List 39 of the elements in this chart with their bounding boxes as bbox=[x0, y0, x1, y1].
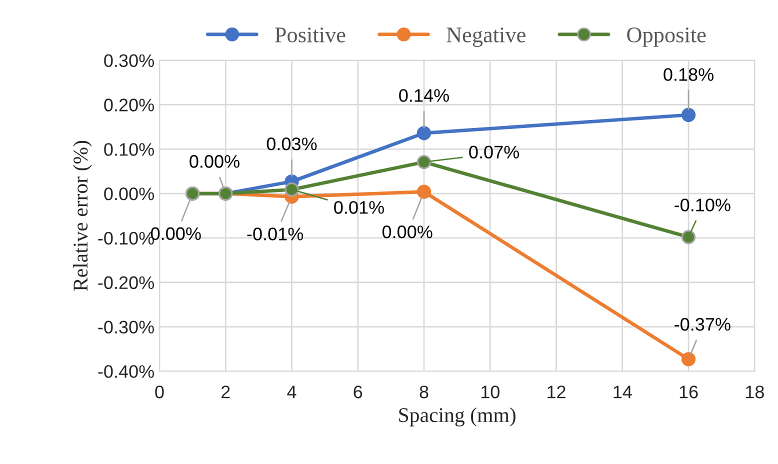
data-label: 0.07% bbox=[469, 146, 520, 159]
point bbox=[681, 352, 696, 366]
data-label: 0.18% bbox=[664, 68, 714, 81]
data-label: -0.37% bbox=[674, 318, 730, 331]
y-tick-label: -0.20% bbox=[98, 276, 154, 290]
y-tick-label: 0.20% bbox=[104, 98, 154, 112]
data-label: 0.00% bbox=[382, 226, 432, 238]
y-tick-label: -0.30% bbox=[98, 320, 154, 334]
legend-label: Negative bbox=[446, 27, 526, 47]
x-tick-label: 14 bbox=[614, 386, 632, 398]
x-axis-title: Spacing (mm) bbox=[399, 407, 516, 426]
data-label: 0.03% bbox=[266, 138, 317, 150]
legend-label: Opposite bbox=[627, 27, 706, 47]
y-axis-title: Relative error (%) bbox=[72, 140, 92, 291]
x-tick-label: 6 bbox=[354, 386, 362, 398]
point bbox=[681, 230, 696, 244]
y-tick-label: -0.40% bbox=[98, 365, 154, 378]
x-tick-label: 10 bbox=[481, 386, 500, 398]
y-tick-label: 0.10% bbox=[104, 143, 154, 156]
x-tick-label: 0 bbox=[155, 386, 164, 398]
data-label: 0.01% bbox=[334, 201, 384, 214]
x-tick-label: 18 bbox=[746, 386, 764, 398]
data-label: -0.10% bbox=[674, 198, 730, 212]
y-tick-label: 0.00% bbox=[104, 187, 154, 200]
point bbox=[416, 126, 432, 140]
data-label: 0.00% bbox=[190, 155, 240, 168]
x-tick-label: 2 bbox=[222, 386, 230, 398]
data-label: 0.14% bbox=[399, 89, 449, 102]
legend-label: Positive bbox=[275, 27, 346, 42]
point bbox=[416, 184, 432, 199]
x-tick-label: 12 bbox=[548, 386, 566, 398]
point bbox=[284, 182, 299, 197]
x-tick-label: 4 bbox=[287, 386, 296, 398]
point bbox=[681, 108, 696, 122]
y-tick-label: 0.30% bbox=[104, 54, 154, 68]
x-tick-label: 8 bbox=[420, 386, 428, 398]
point bbox=[416, 154, 432, 170]
data-label: -0.01% bbox=[247, 228, 304, 240]
x-tick-label: 16 bbox=[680, 386, 698, 398]
